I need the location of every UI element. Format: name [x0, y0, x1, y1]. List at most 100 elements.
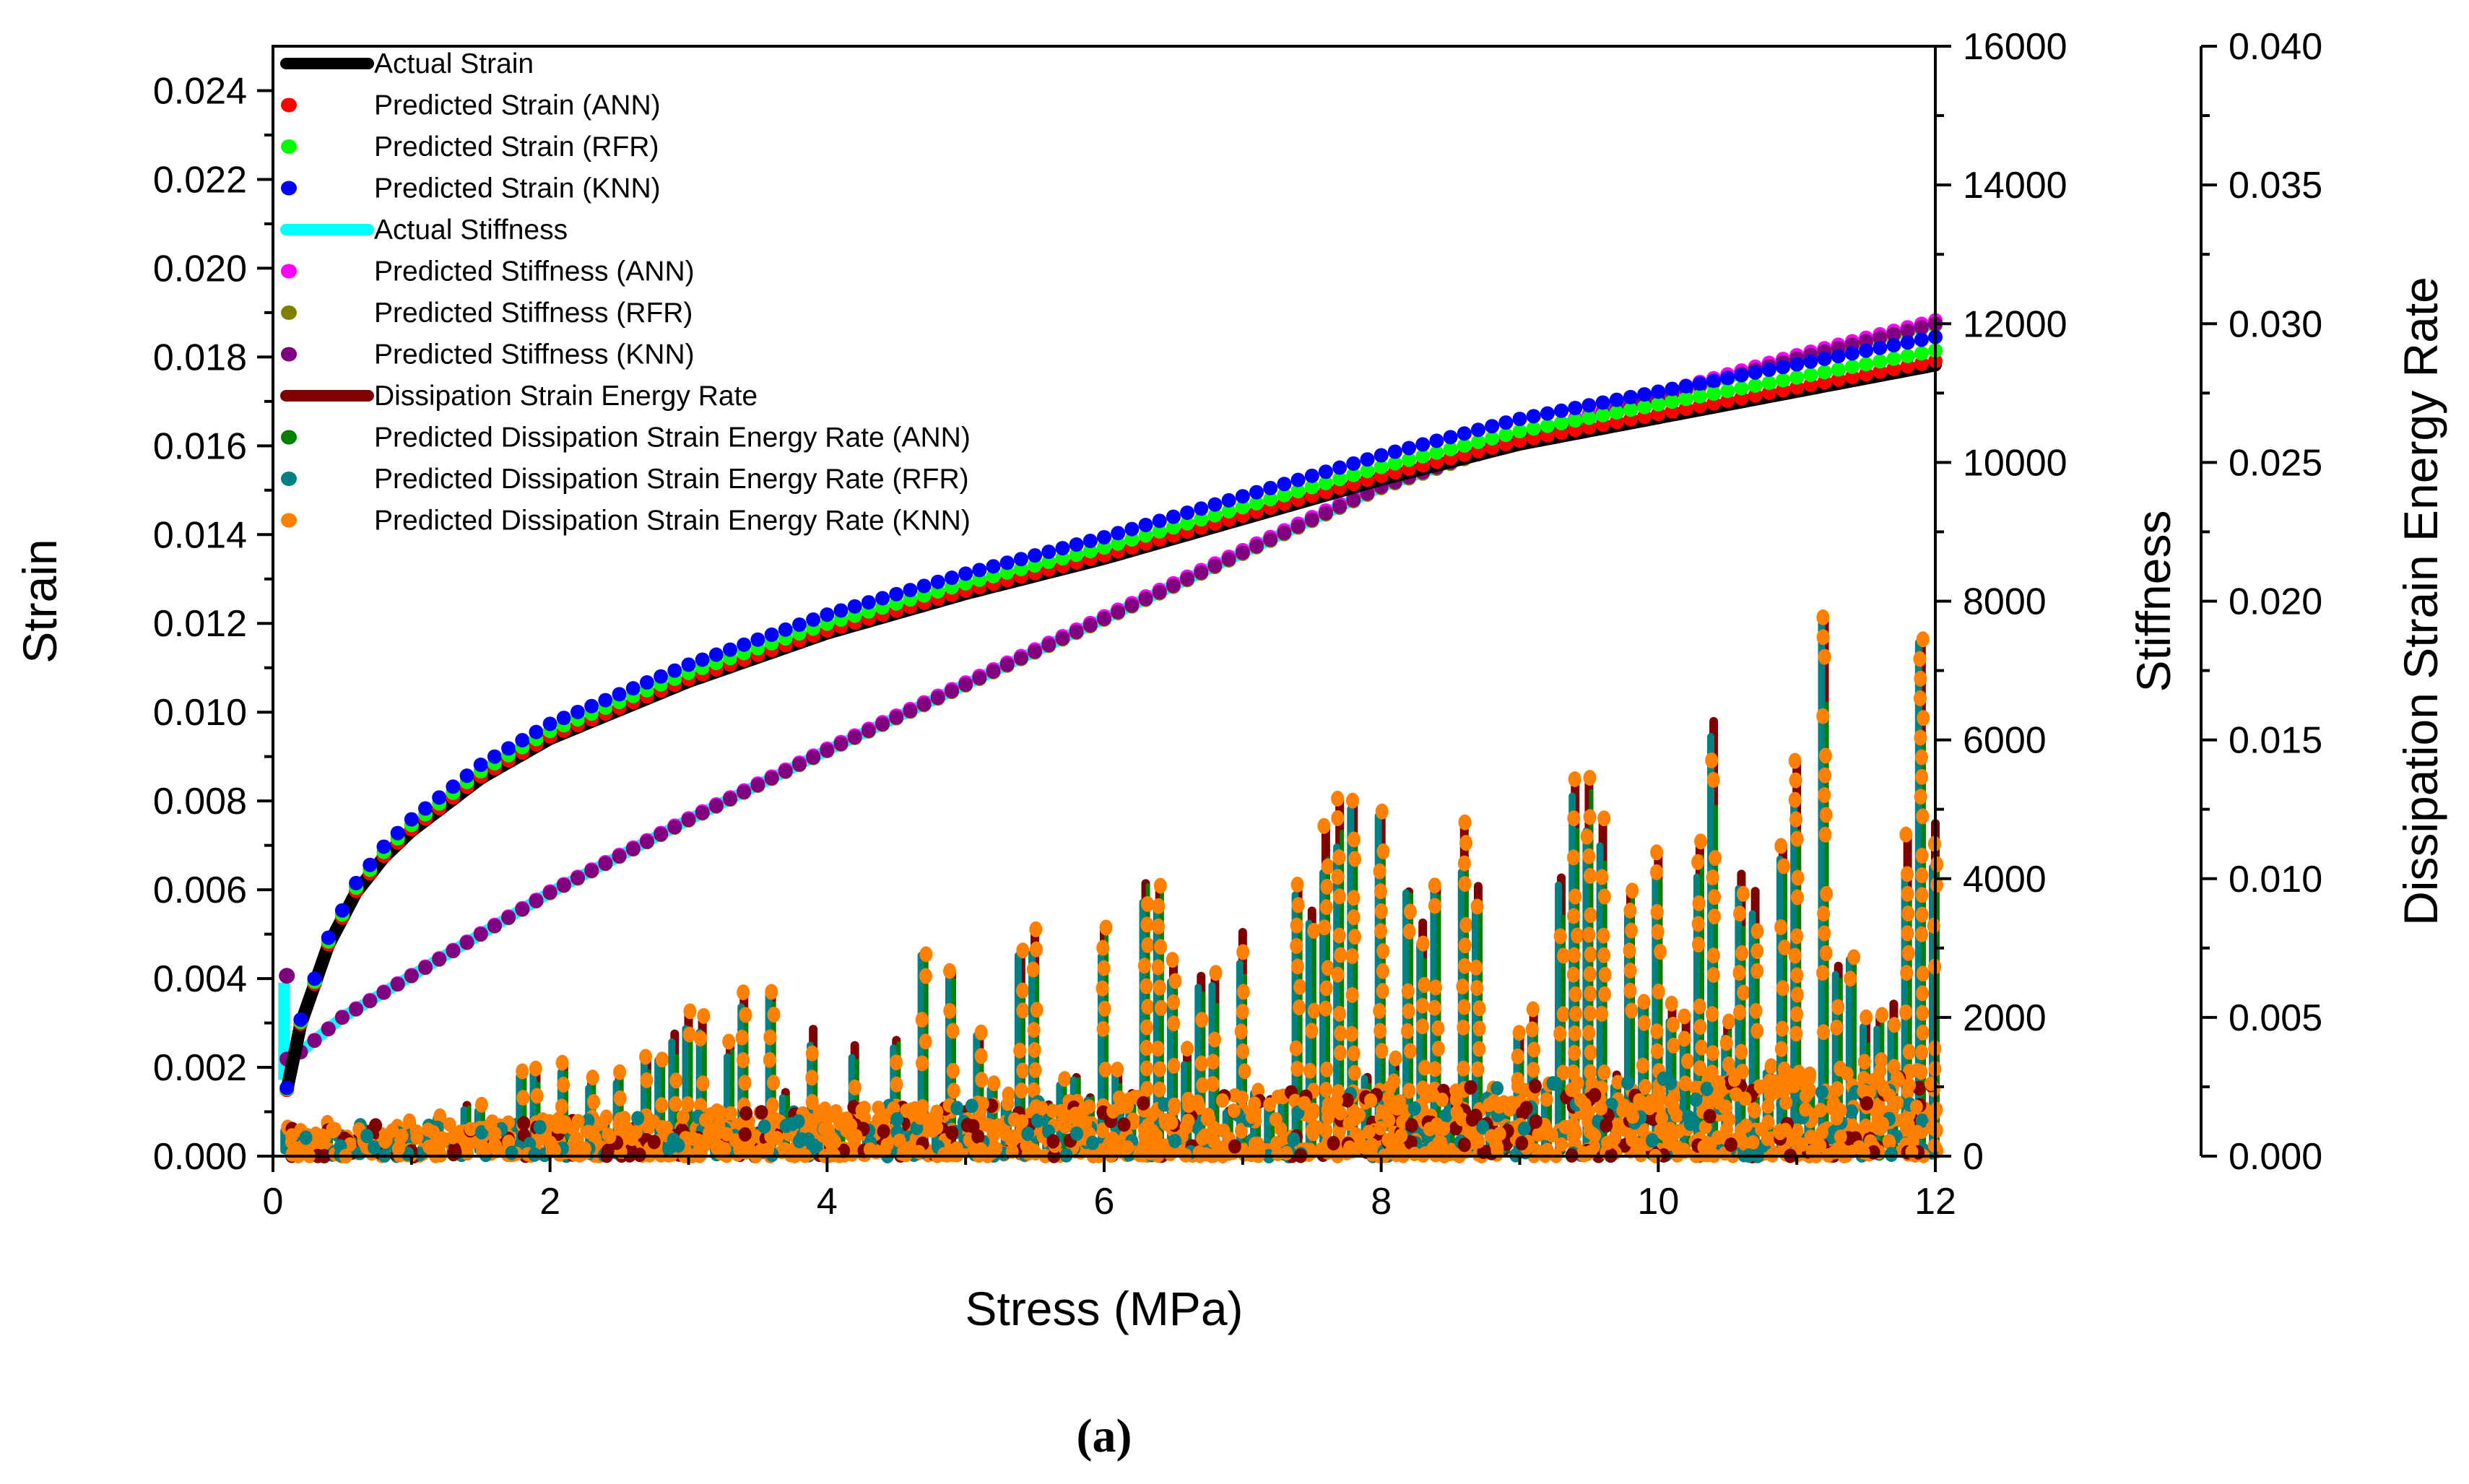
dissipation-cloud-point [1643, 1101, 1657, 1116]
dissipation-knn-point [1095, 1122, 1109, 1139]
dissipation-knn-point [1402, 923, 1416, 940]
dissipation-knn-point [1678, 1075, 1692, 1092]
strain-ann-point [1789, 380, 1805, 395]
dissipation-knn-point [1639, 1079, 1652, 1095]
dissipation-knn-point [1095, 980, 1109, 997]
dissipation-knn-point [1321, 960, 1335, 976]
strain-rfr-point [1831, 362, 1846, 377]
strain-knn-point [1761, 363, 1776, 378]
legend: Actual Strain Predicted Strain (ANN) Predi… [280, 48, 971, 537]
dissipation-knn-point [1830, 1019, 1844, 1036]
dissipation-cloud-point [1235, 1090, 1249, 1106]
dissipation-cloud-point [316, 1128, 329, 1143]
dissipation-cloud-point [1698, 1119, 1712, 1134]
dissipation-knn-point [1016, 982, 1030, 999]
dissipation-knn-point [669, 1072, 683, 1089]
strain-knn-point [1263, 480, 1278, 495]
stiffness-knn-point [584, 863, 599, 878]
dissipation-knn-point [1597, 947, 1611, 963]
dissipation-knn-point [1902, 1043, 1916, 1060]
strain-ann-point [1720, 393, 1735, 408]
dissipation-cloud-point [1915, 1113, 1929, 1128]
dissipation-cloud-point [724, 1106, 738, 1121]
stiffness-knn-point [612, 849, 627, 864]
dissipation-cloud-point [1740, 1118, 1753, 1133]
strain-knn-point [307, 971, 322, 986]
dissipation-knn-point [763, 1051, 776, 1068]
strain-knn-point [1346, 456, 1361, 471]
dissipation-cloud-point [1884, 1147, 1898, 1162]
legend-label: Actual Strain [374, 48, 534, 79]
strain-rfr-point [1803, 367, 1818, 382]
dissipation-cloud-point [1840, 1066, 1854, 1081]
dissipation-cloud-point [1799, 1102, 1813, 1117]
dissipation-knn-point [1693, 1019, 1707, 1036]
dissipation-knn-point [1706, 967, 1720, 984]
dissipation-cloud-point [863, 1142, 877, 1157]
dissipation-knn-point [1706, 947, 1720, 964]
strain-rfr-point [1221, 503, 1236, 518]
dissipation-cloud-point [448, 1142, 461, 1157]
dissipation-cloud-point [1826, 1095, 1840, 1111]
strain-knn-point [1013, 552, 1028, 567]
dissipation-knn-point [946, 1062, 960, 1079]
strain-knn-point [667, 663, 682, 678]
dissipation-knn-point [1790, 967, 1804, 984]
dissipation-cloud-point [1137, 1095, 1150, 1111]
dissipation-knn-point [1332, 927, 1346, 944]
dissipation-knn-point [1151, 959, 1165, 976]
dissipation-cloud-point [568, 1147, 581, 1162]
strain-knn-point [1678, 378, 1693, 394]
dissipation-knn-point [1376, 843, 1390, 859]
dissipation-knn-point [1457, 1060, 1470, 1077]
dissipation-knn-point [1750, 942, 1764, 959]
dissipation-knn-point [681, 1096, 695, 1113]
dissipation-knn-point [736, 1052, 750, 1069]
stiffness-knn-point [708, 798, 724, 813]
dissipation-knn-point [1096, 1020, 1110, 1037]
dissipation-cloud-point [1062, 1110, 1076, 1125]
dissipation-knn-point [1706, 1006, 1719, 1023]
dissipation-knn-point [1901, 906, 1915, 922]
stiffness-tick-label: 12000 [1963, 303, 2067, 345]
stiffness-knn-point [916, 697, 932, 712]
dissipation-cloud-point [1342, 1116, 1356, 1132]
dissipation-knn-point [1636, 1057, 1649, 1074]
dissipation-cloud-point [1245, 1109, 1259, 1124]
dissipation-cloud-point [1215, 1093, 1229, 1108]
strain-rfr-point [1692, 389, 1707, 404]
strain-knn-point [695, 652, 710, 667]
dissipation-knn-point [1708, 889, 1722, 906]
dissipation-cloud-point [528, 1147, 542, 1162]
dissipation-knn-point [1914, 789, 1927, 805]
strain-knn-point [487, 749, 502, 764]
strain-knn-point [1402, 441, 1417, 456]
dissipation-cloud-point [1611, 1075, 1625, 1090]
dissipation-knn-point [1013, 1042, 1027, 1059]
x-tick-label: 0 [263, 1181, 284, 1223]
strain-rfr-point [1609, 405, 1624, 420]
stiffness-knn-point [1318, 505, 1333, 521]
dissipation-knn-point [1026, 961, 1040, 978]
dissipation-cloud-point [1588, 1128, 1602, 1143]
dissipation-knn-point [1816, 708, 1830, 724]
strain-rfr-point [1817, 365, 1832, 380]
stiffness-knn-point [321, 1021, 336, 1036]
dissipation-knn-point [1665, 995, 1678, 1012]
dissipation-knn-point [1290, 917, 1303, 934]
dissipation-knn-point [1332, 849, 1346, 866]
dissipation-cloud-point [989, 1141, 1003, 1156]
dissipation-cloud-point [1517, 1121, 1531, 1137]
dissipation-knn-point [737, 984, 750, 1001]
x-tick-label: 10 [1637, 1181, 1679, 1223]
stiffness-knn-point [349, 1002, 364, 1017]
dissipation-knn-point [974, 1024, 988, 1041]
dissipation-knn-point [1028, 1041, 1041, 1058]
dissipation-knn-point [1681, 1053, 1695, 1069]
dissipation-cloud-point [1576, 1145, 1590, 1160]
dissipation-knn-point [1650, 1043, 1664, 1059]
dissipation-cloud-point [1657, 1122, 1671, 1137]
dissipation-cloud-point [1718, 1100, 1732, 1115]
dissipation-knn-point [530, 1088, 544, 1104]
strain-knn-point [1554, 403, 1569, 418]
